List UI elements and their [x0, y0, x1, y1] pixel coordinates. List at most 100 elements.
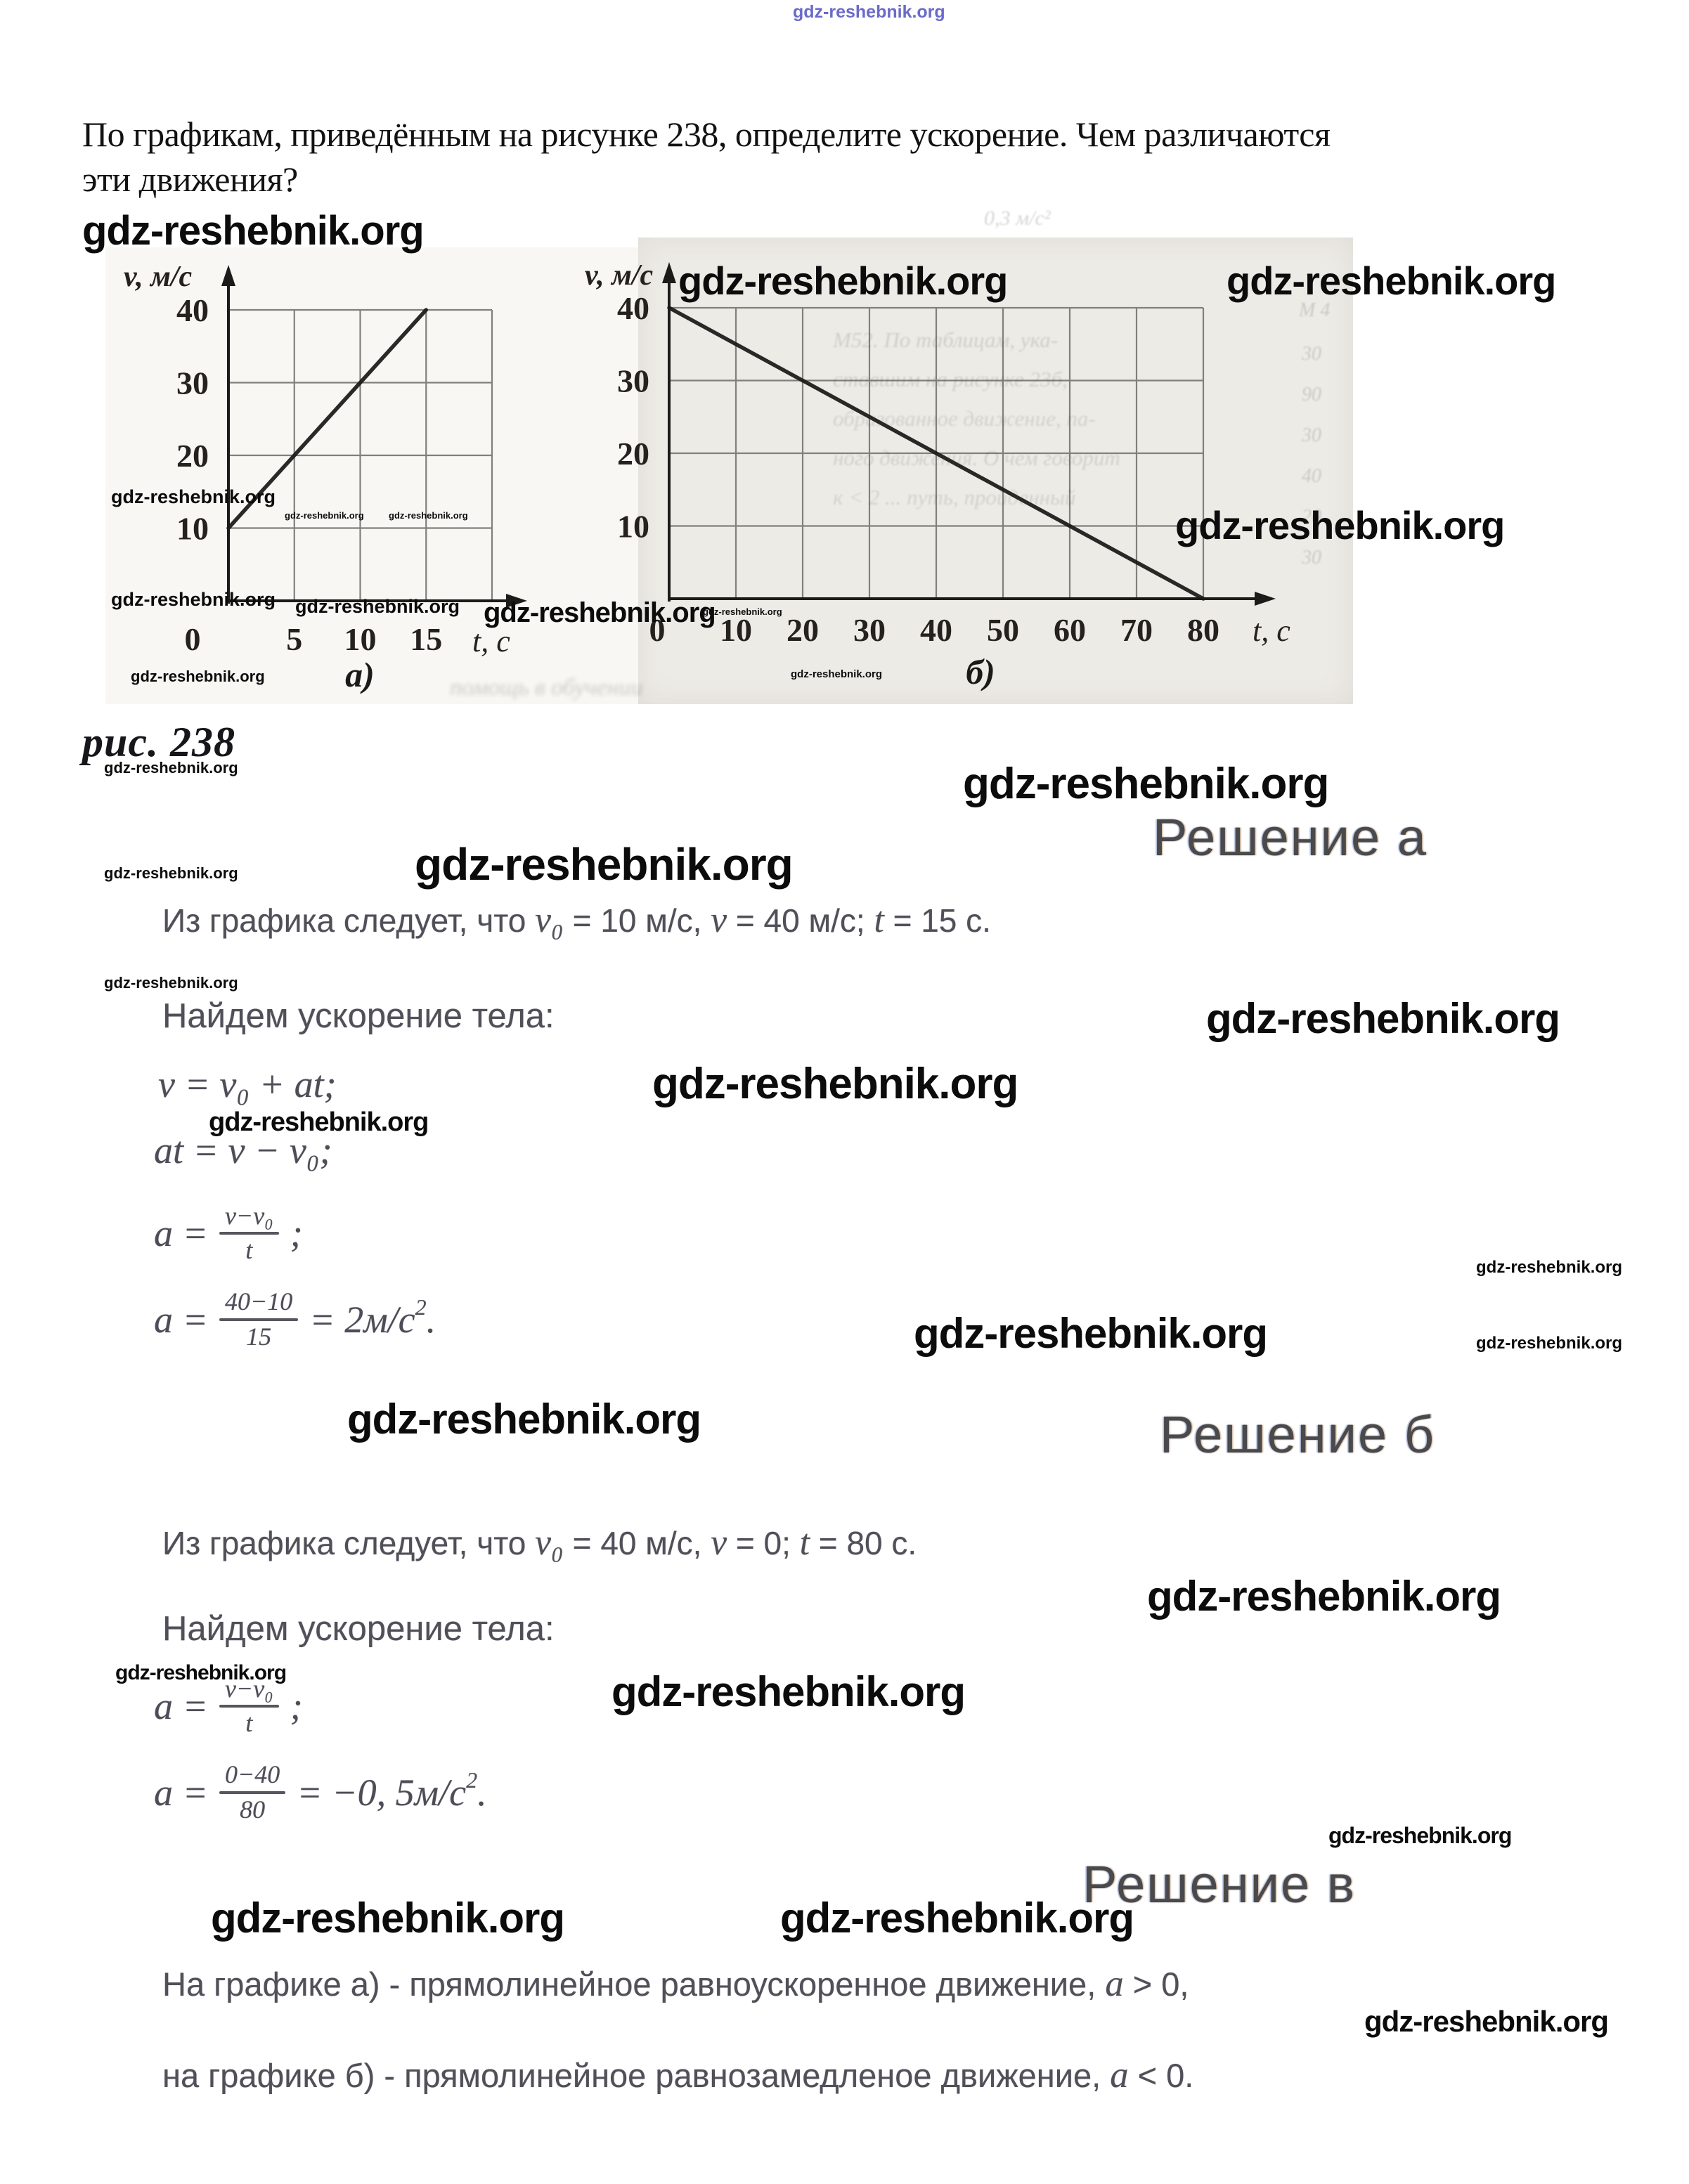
- fraction-lhs: a =: [154, 1212, 208, 1254]
- watermark: gdz-reshebnik.org: [484, 597, 716, 628]
- fraction-lhs: a =: [154, 1771, 208, 1814]
- fraction-bar: [219, 1232, 279, 1235]
- text-segment: на графике б) - прямолинейное равнозамед…: [162, 2057, 1111, 2094]
- svg-text:б): б): [966, 652, 995, 691]
- math-var: a: [1110, 2055, 1129, 2095]
- svg-text:80: 80: [1187, 612, 1219, 648]
- fraction-bar: [219, 1790, 286, 1794]
- svg-text:t, c: t, c: [472, 624, 510, 658]
- watermark: gdz-reshebnik.org: [1364, 2005, 1609, 2038]
- fraction-numerator: 40−10: [224, 1287, 293, 1316]
- svg-text:20: 20: [617, 436, 649, 472]
- bleed-through-text: 30: [1302, 343, 1321, 365]
- fraction-denominator: t: [245, 1236, 253, 1264]
- watermark: gdz-reshebnik.org: [295, 596, 460, 617]
- svg-text:10: 10: [344, 621, 377, 657]
- bleed-through-text: 30: [1302, 424, 1321, 446]
- text-segment: = 40 м/с;: [727, 902, 874, 939]
- math-var: v: [711, 1523, 727, 1563]
- watermark: gdz-reshebnik.org: [104, 864, 238, 882]
- math-var: v₀: [535, 1523, 564, 1563]
- watermark: gdz-reshebnik.org: [111, 589, 276, 610]
- find-line-b: Найдем ускорение тела:: [162, 1610, 555, 1648]
- conclusion-line-a: На графике а) - прямолинейное равноускор…: [162, 1963, 1189, 2005]
- equation-v-v0-at: v = v₀ + at;: [158, 1063, 337, 1105]
- formula-b-numeric: a = 0−40 80 = −0, 5м/с2.: [154, 1748, 487, 1836]
- given-line-b: Из графика следует, что v₀ = 40 м/с, v =…: [162, 1523, 917, 1564]
- math-var: a: [1105, 1963, 1124, 2004]
- watermark: gdz-reshebnik.org: [1476, 1334, 1623, 1353]
- text-segment: На графике а) - прямолинейное равноускор…: [162, 1965, 1106, 2003]
- svg-text:10: 10: [176, 511, 209, 547]
- formula-a-numeric: a = 40−10 15 = 2м/с2.: [154, 1275, 436, 1363]
- fraction-denominator: 80: [240, 1795, 266, 1824]
- math-var: v: [711, 900, 727, 940]
- svg-text:40: 40: [617, 290, 649, 326]
- fraction-stack: v−v₀ t: [219, 1675, 279, 1738]
- text-segment: = 15 с.: [884, 902, 991, 939]
- watermark: gdz-reshebnik.org: [111, 486, 276, 507]
- conclusion-line-b: на графике б) - прямолинейное равнозамед…: [162, 2055, 1193, 2096]
- watermark: gdz-reshebnik.org: [678, 259, 1008, 303]
- text-segment: Из графика следует, что: [162, 1525, 536, 1561]
- top-blue-watermark: gdz-reshebnik.org: [793, 2, 945, 22]
- svg-text:15: 15: [410, 621, 442, 657]
- svg-text:40: 40: [176, 292, 209, 328]
- fraction-result: ;: [290, 1212, 303, 1254]
- watermark: gdz-reshebnik.org: [963, 760, 1329, 808]
- question-line-1: По графикам, приведённым на рисунке 238,…: [82, 115, 1331, 154]
- svg-text:t, c: t, c: [1253, 613, 1290, 648]
- watermark: gdz-reshebnik.org: [1206, 995, 1560, 1042]
- watermark: gdz-reshebnik.org: [791, 668, 883, 680]
- watermark: gdz-reshebnik.org: [1476, 1258, 1623, 1277]
- bleed-through-text: помощь в обучении: [450, 675, 643, 701]
- fraction-denominator: 15: [246, 1322, 272, 1351]
- math-var: v₀: [535, 900, 564, 940]
- velocity-time-graph-b: 0 10 20 30 40 50 60 70 80 10 20 30 40 t, c v, м/с б): [585, 259, 1290, 691]
- fraction-numerator: 0−40: [224, 1760, 280, 1789]
- fraction-numerator: v−v₀: [224, 1674, 273, 1703]
- fraction-lhs: a =: [154, 1298, 208, 1341]
- fraction-denominator: t: [245, 1709, 253, 1737]
- text-segment: > 0,: [1123, 1965, 1189, 2003]
- fraction-bar: [219, 1318, 299, 1321]
- watermark: gdz-reshebnik.org: [104, 759, 238, 776]
- svg-text:30: 30: [617, 363, 649, 399]
- svg-text:30: 30: [853, 612, 886, 648]
- watermark: gdz-reshebnik.org: [914, 1310, 1268, 1357]
- fraction-bar: [219, 1705, 279, 1708]
- watermark: gdz-reshebnik.org: [1147, 1573, 1501, 1620]
- text-segment: = 40 м/с,: [563, 1525, 711, 1561]
- superscript: 2: [466, 1767, 478, 1793]
- watermark: gdz-reshebnik.org: [82, 208, 425, 254]
- watermark: gdz-reshebnik.org: [1328, 1823, 1512, 1848]
- svg-text:5: 5: [286, 621, 302, 657]
- svg-text:10: 10: [617, 509, 649, 545]
- given-line-a: Из графика следует, что v₀ = 10 м/с, v =…: [162, 900, 991, 941]
- bleed-through-text: М52. По таблицам, ука-: [833, 327, 1059, 352]
- svg-text:v, м/с: v, м/с: [585, 259, 654, 292]
- find-line-a: Найдем ускорение тела:: [162, 997, 555, 1035]
- bleed-through-text: 90: [1302, 384, 1321, 405]
- watermark: gdz-reshebnik.org: [780, 1894, 1134, 1942]
- fraction-stack: 0−40 80: [219, 1760, 286, 1824]
- svg-text:30: 30: [176, 365, 209, 401]
- bleed-through-text: к < 2 ... путь, пройденный: [833, 485, 1076, 509]
- svg-text:10: 10: [720, 612, 752, 648]
- fraction-stack: v−v₀ t: [219, 1202, 279, 1266]
- text-segment: < 0.: [1128, 2057, 1194, 2094]
- velocity-time-graph-a: 0 5 10 15 10 20 30 40 t, c v, м/с а): [124, 261, 527, 694]
- formula-b-general: a = v−v₀ t;: [154, 1664, 303, 1748]
- bleed-through-text: М 4: [1299, 299, 1331, 321]
- bleed-through-text: 0,3 м/с²: [984, 207, 1051, 230]
- text-segment: = 10 м/с,: [563, 902, 711, 939]
- svg-text:20: 20: [787, 612, 819, 648]
- fraction-result: = 2м/с2.: [309, 1294, 436, 1341]
- fraction-lhs: a =: [154, 1685, 208, 1727]
- bleed-through-text: 30: [1302, 547, 1321, 568]
- watermark: gdz-reshebnik.org: [104, 974, 238, 992]
- formula-a-general: a = v−v₀ t;: [154, 1191, 303, 1275]
- scanned-paper-left: [105, 247, 638, 704]
- watermark: gdz-reshebnik.org: [211, 1894, 565, 1942]
